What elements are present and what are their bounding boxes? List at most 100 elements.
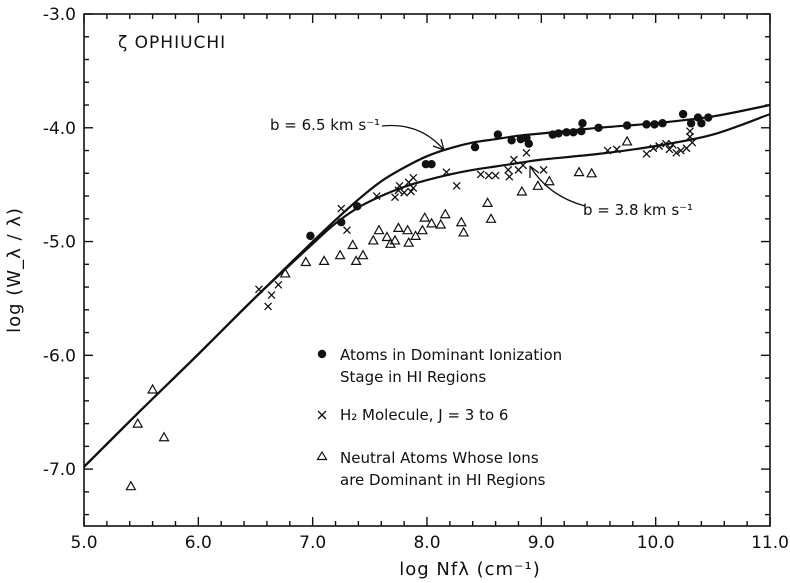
triangle-point — [318, 255, 330, 265]
x-point — [407, 187, 415, 196]
x-point — [509, 155, 518, 164]
triangle-point — [419, 211, 431, 222]
x-point — [442, 168, 451, 177]
x-tick-label: 6.0 — [185, 533, 212, 553]
x-point — [274, 280, 283, 289]
triangle-point — [300, 256, 312, 267]
x-point — [400, 188, 409, 197]
triangle-point — [621, 135, 633, 146]
x-tick-label: 10.0 — [637, 533, 675, 553]
x-point — [665, 145, 674, 154]
dot-point — [306, 231, 315, 241]
x-point — [337, 204, 346, 213]
legend-x-marker — [317, 410, 327, 420]
y-tick-label: -4.0 — [43, 119, 76, 139]
x-point — [505, 172, 514, 181]
triangle-point — [147, 383, 159, 394]
x-axis-title: log Nfλ (cm⁻¹) — [399, 559, 541, 580]
triangle-point — [381, 231, 393, 242]
legend-dot-marker — [317, 349, 327, 359]
curve-label-b65-arrowhead — [432, 138, 445, 151]
dot-point — [578, 119, 587, 128]
triangle-point — [543, 175, 555, 186]
x-point — [519, 161, 527, 170]
triangle-point — [367, 234, 379, 245]
x-point — [452, 181, 461, 190]
triangle-point — [403, 236, 415, 247]
dot-point — [554, 129, 563, 138]
triangle-point — [279, 267, 291, 278]
dot-point — [678, 109, 688, 119]
x-point — [612, 145, 621, 154]
legend-dot-label-2: Stage in HI Regions — [340, 368, 486, 386]
triangle-point — [132, 417, 144, 428]
dot-point — [686, 119, 696, 128]
x-point — [391, 193, 399, 202]
x-point — [655, 142, 664, 150]
triangle-point — [373, 224, 385, 235]
x-point — [642, 149, 651, 158]
x-point — [409, 173, 418, 182]
triangle-point — [402, 224, 414, 235]
legend-x-label: H₂ Molecule, J = 3 to 6 — [340, 406, 508, 424]
y-tick-label: -3.0 — [43, 5, 76, 25]
x-point — [394, 186, 403, 195]
x-point — [343, 226, 351, 235]
x-tick-label: 9.0 — [528, 533, 555, 553]
curve-b38 — [83, 113, 771, 468]
x-point — [686, 132, 694, 141]
x-tick-label: 11.0 — [751, 533, 789, 553]
x-point — [504, 165, 513, 174]
x-point — [649, 144, 658, 153]
series-x — [254, 127, 697, 311]
y-axis-title: log (W_λ / λ) — [4, 207, 25, 333]
x-point — [372, 192, 381, 201]
dot-point — [622, 121, 632, 130]
x-tick-label: 8.0 — [413, 533, 440, 553]
dot-point — [562, 128, 571, 137]
curve-label-b38-arrowhead — [529, 165, 540, 178]
triangle-point — [516, 185, 528, 196]
curve-label-b65: b = 6.5 km s⁻¹ — [270, 116, 380, 134]
dot-point — [337, 218, 346, 227]
x-point — [267, 291, 276, 299]
triangle-point — [158, 431, 170, 442]
x-point — [603, 146, 612, 155]
triangle-point — [350, 255, 362, 265]
triangle-point — [586, 167, 598, 178]
x-point — [484, 171, 493, 180]
triangle-point — [392, 222, 404, 233]
x-tick-label: 5.0 — [70, 533, 97, 553]
x-point — [522, 148, 531, 157]
x-point — [672, 148, 681, 157]
legend-triangle-label-1: Neutral Atoms Whose Ions — [340, 449, 539, 467]
curve-label-b38-arrow — [529, 165, 586, 207]
dot-point — [493, 130, 503, 139]
legend-triangle-marker — [316, 450, 328, 461]
x-point — [491, 171, 500, 180]
x-point — [476, 170, 485, 179]
legend: Atoms in Dominant Ionization Stage in HI… — [316, 346, 562, 489]
triangle-point — [455, 216, 467, 227]
triangle-point — [485, 213, 497, 223]
triangle-point — [435, 218, 447, 229]
triangle-point — [347, 239, 359, 250]
dot-point — [658, 119, 667, 128]
dot-point — [650, 120, 659, 129]
curve-label-b38: b = 3.8 km s⁻¹ — [583, 201, 693, 219]
x-point — [539, 165, 548, 174]
triangle-point — [458, 226, 470, 237]
x-point — [668, 140, 677, 149]
curve-label-b65-arrow — [381, 124, 445, 151]
dot-point — [569, 128, 578, 137]
triangle-point — [482, 197, 494, 207]
triangle-point — [416, 224, 428, 235]
x-point — [686, 127, 694, 136]
x-point — [254, 285, 263, 294]
y-tick-label: -7.0 — [43, 460, 76, 480]
triangle-point — [389, 234, 401, 245]
dot-point — [353, 202, 362, 211]
x-tick-label: 7.0 — [299, 533, 326, 553]
data-points — [125, 109, 713, 491]
